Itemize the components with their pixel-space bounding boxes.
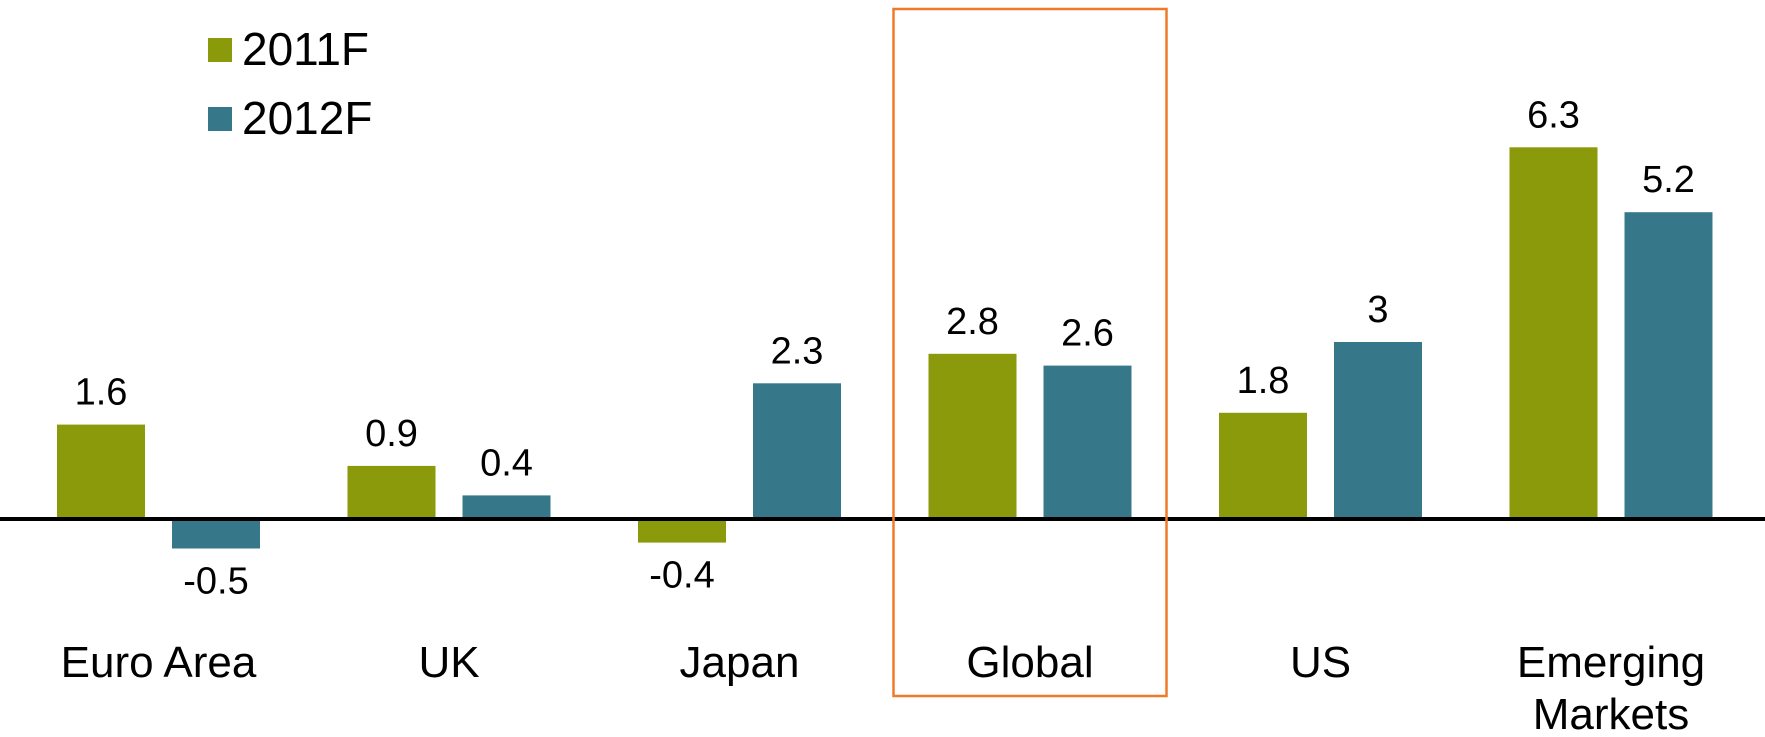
bar-global-2011f xyxy=(928,353,1017,519)
legend-label-2012f: 2012F xyxy=(242,92,372,144)
bar-japan-2012f xyxy=(753,383,841,519)
data-label-uk-2011f: 0.9 xyxy=(365,413,418,455)
data-label-japan-2011f: -0.4 xyxy=(649,555,714,597)
data-label-euro-area-2011f: 1.6 xyxy=(75,372,128,414)
category-label-euro-area: Euro Area xyxy=(61,638,257,687)
bar-japan-2011f xyxy=(638,519,726,543)
bar-us-2012f xyxy=(1334,342,1422,519)
bar-euro-area-2012f xyxy=(172,519,260,549)
category-label-us: US xyxy=(1290,638,1351,687)
data-label-emerging-markets-2011f: 6.3 xyxy=(1527,94,1580,136)
highlight-box xyxy=(892,7,1168,698)
legend-label-2011f: 2011F xyxy=(242,23,369,75)
category-label-emerging-markets: Emerging Markets xyxy=(1517,638,1705,737)
legend-swatch-2011f xyxy=(208,38,232,62)
legend: 2011F 2012F xyxy=(208,23,372,144)
bar-uk-2011f xyxy=(347,465,436,519)
data-label-euro-area-2012f: -0.5 xyxy=(183,561,248,603)
bar-euro-area-2011f xyxy=(57,424,145,519)
data-label-us-2012f: 3 xyxy=(1367,289,1388,331)
data-label-emerging-markets-2012f: 5.2 xyxy=(1642,159,1695,201)
category-label-global: Global xyxy=(966,638,1093,687)
bar-emerging-markets-2012f xyxy=(1624,212,1713,519)
category-label-japan: Japan xyxy=(680,638,800,687)
legend-swatch-2012f xyxy=(208,107,232,131)
bar-uk-2012f xyxy=(462,495,551,519)
data-label-us-2011f: 1.8 xyxy=(1237,360,1290,402)
data-label-uk-2012f: 0.4 xyxy=(480,442,533,484)
data-label-global-2011f: 2.8 xyxy=(946,301,999,343)
data-label-japan-2012f: 2.3 xyxy=(771,330,824,372)
bars-layer xyxy=(57,147,1713,549)
data-label-global-2012f: 2.6 xyxy=(1061,313,1114,355)
category-labels-layer: Euro Area UK Japan Global US Emerging Markets xyxy=(61,638,1706,737)
data-labels-layer: 1.6 -0.5 0.9 0.4 -0.4 2.3 2.8 2.6 1.8 3 6.3 5.2 xyxy=(75,94,1695,602)
category-label-uk: UK xyxy=(418,638,479,687)
bar-global-2012f xyxy=(1043,365,1132,519)
bar-emerging-markets-2011f xyxy=(1509,147,1598,520)
bar-us-2011f xyxy=(1219,412,1307,519)
